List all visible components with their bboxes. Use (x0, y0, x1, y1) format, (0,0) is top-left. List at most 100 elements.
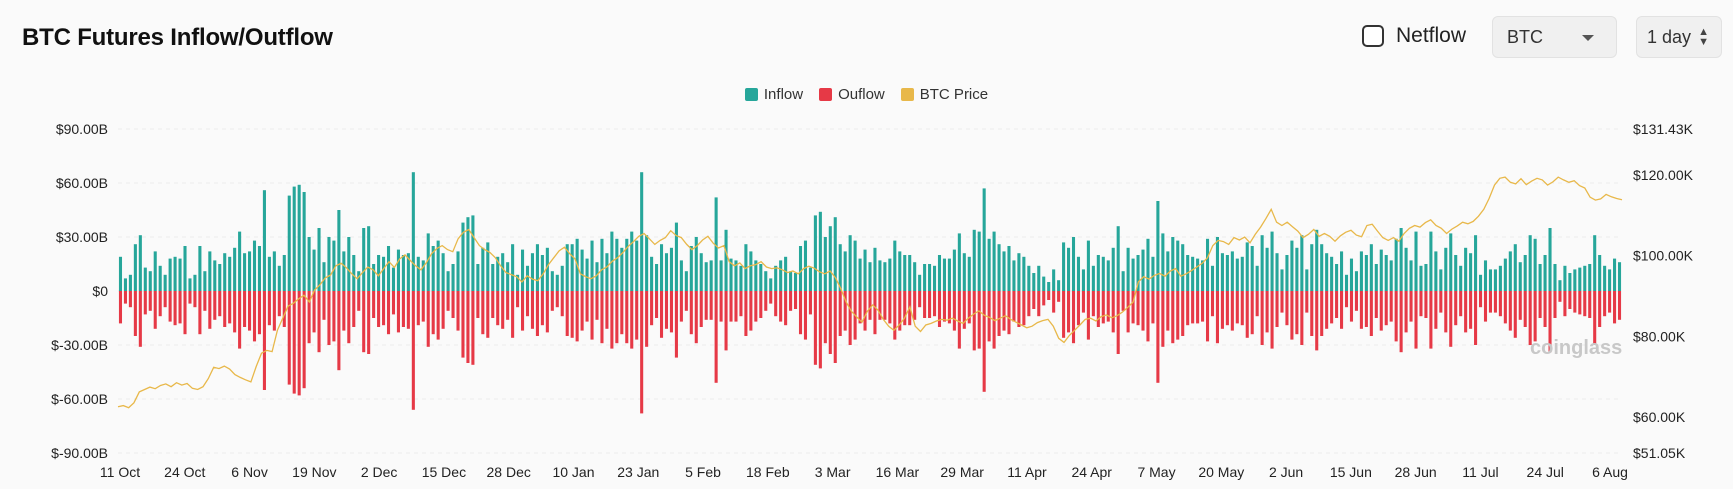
outflow-bar (213, 291, 217, 320)
legend-item-price[interactable]: BTC Price (900, 86, 989, 103)
inflow-bar (1459, 265, 1463, 291)
inflow-bar (1101, 256, 1105, 291)
outflow-bar (655, 291, 659, 318)
outflow-bar (377, 291, 381, 327)
coin-select[interactable]: BTC (1492, 16, 1617, 58)
y-right-tick-label: $51.05K (1633, 445, 1686, 461)
netflow-checkbox[interactable] (1362, 25, 1384, 47)
y-right-tick-label: $60.00K (1633, 409, 1686, 425)
outflow-bar (1469, 291, 1473, 329)
inflow-bar (784, 256, 788, 291)
outflow-bar (322, 291, 326, 320)
x-tick-label: 11 Oct (100, 464, 140, 480)
outflow-bar (694, 291, 698, 344)
inflow-bar (347, 237, 351, 291)
inflow-bar (243, 253, 247, 291)
outflow-bar (794, 291, 798, 309)
x-tick-label: 29 Mar (940, 464, 984, 480)
inflow-bar (997, 244, 1001, 291)
outflow-bar (1414, 291, 1418, 349)
outflow-bar (1354, 291, 1358, 311)
inflow-bar (1568, 273, 1572, 291)
outflow-bar (1245, 291, 1249, 338)
x-tick-label: 3 Mar (815, 464, 851, 480)
inflow-bar (302, 192, 306, 291)
outflow-bar (1071, 291, 1076, 344)
outflow-bar (257, 291, 262, 335)
outflow-bar (1101, 291, 1105, 324)
inflow-bar (1354, 271, 1358, 291)
outflow-bar (535, 291, 539, 336)
outflow-bar (709, 291, 713, 320)
inflow-bar (1349, 258, 1354, 291)
inflow-bar (357, 271, 361, 291)
outflow-bar (928, 291, 932, 318)
inflow-bar (178, 258, 182, 291)
inflow-bar (1508, 251, 1512, 291)
inflow-bar (1444, 247, 1448, 291)
outflow-bar (729, 291, 733, 322)
outflow-bar (714, 291, 718, 383)
outflow-bar (813, 291, 817, 365)
outflow-bar (1121, 291, 1125, 311)
legend-price-label: BTC Price (919, 86, 989, 103)
inflow-bar (382, 256, 386, 291)
inflow-bar (252, 240, 257, 291)
outflow-bar (1518, 291, 1522, 320)
inflow-bar (952, 249, 956, 291)
netflow-toggle[interactable]: Netflow (1362, 24, 1466, 48)
inflow-bar (277, 265, 281, 291)
legend-item-outflow[interactable]: Ouflow (819, 86, 885, 103)
inflow-bar (396, 249, 400, 291)
outflow-bar (1126, 291, 1130, 333)
outflow-bar (1091, 291, 1095, 317)
outflow-bar (798, 291, 803, 335)
inflow-bar (550, 271, 554, 291)
inflow-bar (1151, 256, 1155, 291)
outflow-bar (267, 291, 271, 326)
outflow-bar (1201, 291, 1205, 322)
outflow-bar (193, 291, 197, 308)
outflow-bar (1349, 291, 1354, 322)
outflow-bar (1538, 291, 1542, 318)
inflow-bar (1434, 251, 1438, 291)
outflow-bar (967, 291, 971, 324)
inflow-bar (1017, 253, 1021, 291)
outflow-bar (1568, 291, 1572, 309)
outflow-bar (218, 291, 222, 317)
inflow-bar (1131, 258, 1135, 291)
outflow-bar (1012, 291, 1016, 322)
outflow-bar (1488, 291, 1493, 313)
btc-price-line (117, 176, 1623, 409)
outflow-bar (674, 291, 678, 358)
inflow-bar (173, 256, 177, 291)
inflow-bar (1543, 255, 1547, 291)
outflow-bar (903, 291, 907, 326)
outflow-bar (1166, 291, 1170, 331)
inflow-bar (923, 264, 927, 291)
outflow-bar (1022, 291, 1026, 326)
outflow-bar (1081, 291, 1085, 313)
inflow-bar (352, 255, 356, 291)
inflow-bar (451, 264, 455, 291)
outflow-bar (243, 291, 247, 327)
inflow-bar (769, 278, 773, 291)
interval-select[interactable]: 1 day ▲ ▼ (1636, 16, 1722, 58)
inflow-bar (987, 238, 991, 291)
x-tick-label: 24 Apr (1071, 464, 1112, 480)
inflow-bar (1300, 235, 1304, 291)
y-axis-left: $90.00B $60.00B $30.00B $0 $-30.00B $-60.00B $… (51, 121, 108, 461)
inflow-bar (1106, 260, 1110, 291)
outflow-bar (1300, 291, 1304, 345)
outflow-bar (521, 291, 525, 331)
inflow-bar (1265, 247, 1269, 291)
inflow-bar (123, 278, 127, 291)
outflow-bar (1320, 291, 1324, 336)
outflow-bar (610, 291, 614, 349)
inflow-bar (1558, 280, 1562, 291)
inflow-bar (1483, 260, 1488, 291)
legend-item-inflow[interactable]: Inflow (744, 86, 803, 103)
inflow-bar (491, 264, 495, 291)
outflow-bar (486, 291, 490, 338)
